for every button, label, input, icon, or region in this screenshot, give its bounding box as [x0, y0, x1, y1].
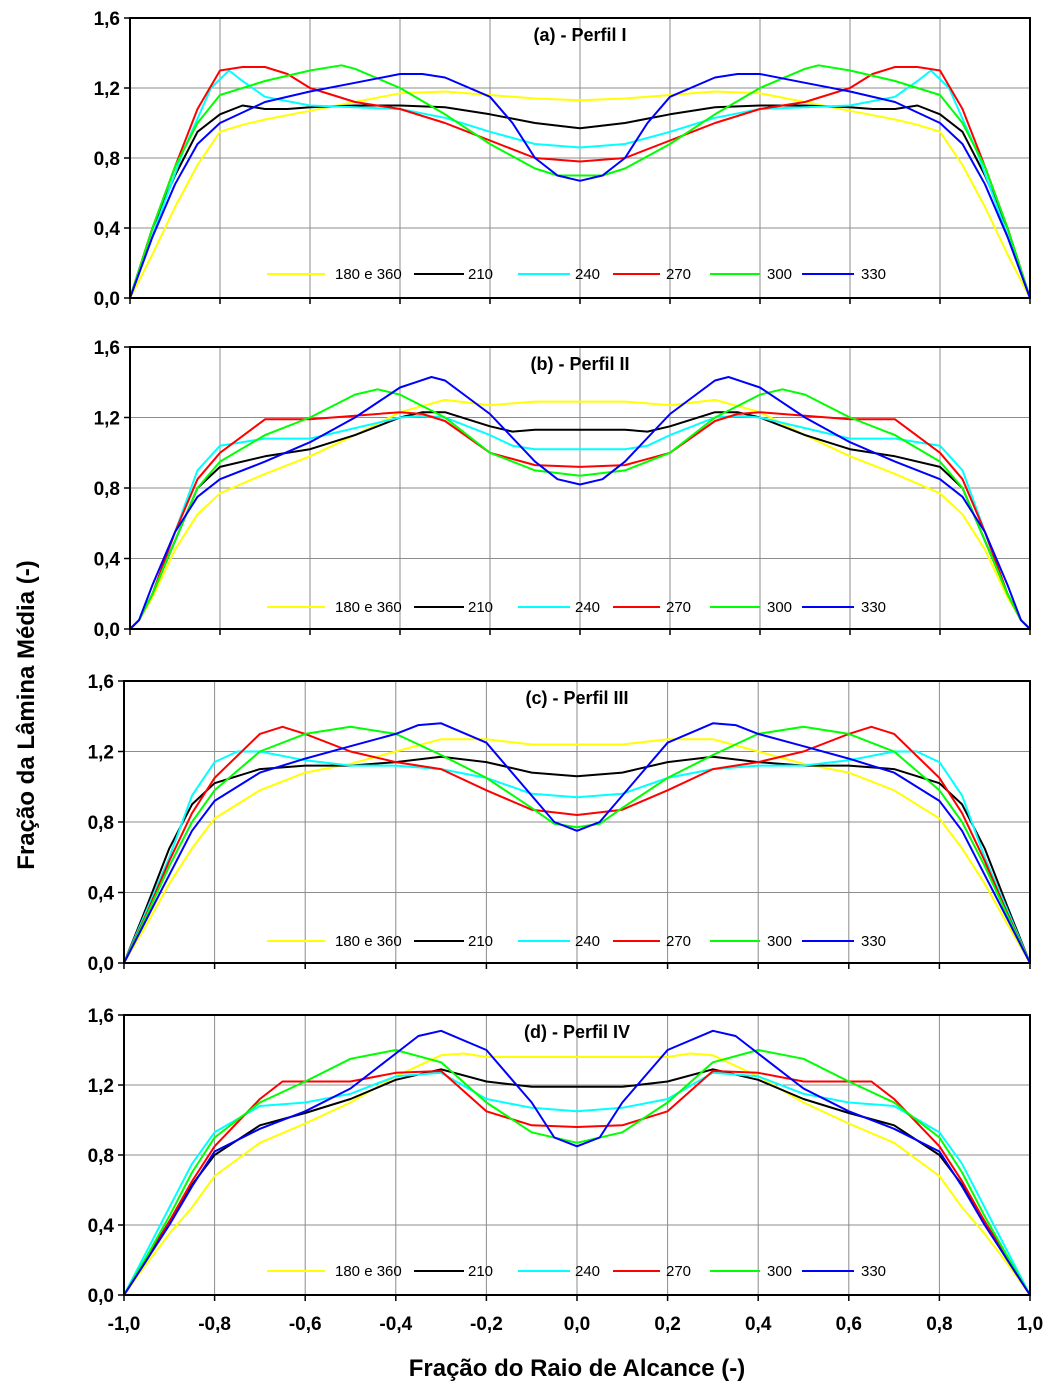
legend-label-240: 240 — [575, 599, 600, 616]
panel-title-2: (b) - Perfil II — [531, 354, 630, 374]
legend-label-330: 330 — [861, 1263, 886, 1280]
x-tick-label: -0,6 — [289, 1314, 322, 1335]
legend-3: 180 e 360 210 240 270 300 330 — [267, 933, 886, 950]
legend-label-210: 210 — [468, 933, 493, 950]
y-tick-label: 0,0 — [88, 954, 114, 975]
legend-label-180-e-360: 180 e 360 — [335, 266, 402, 283]
legend-label-180-e-360: 180 e 360 — [335, 933, 402, 950]
panel-title-4: (d) - Perfil IV — [524, 1022, 630, 1042]
legend-2: 180 e 360 210 240 270 300 330 — [267, 599, 886, 616]
series-line-330 — [123, 722, 1031, 964]
x-tick-label: -0,2 — [470, 1314, 503, 1335]
series-line-180-e-360 — [129, 90, 1031, 299]
series-line-240 — [123, 1071, 1031, 1296]
x-tick-label: -0,4 — [379, 1314, 412, 1335]
legend-label-210: 210 — [468, 599, 493, 616]
legend-label-330: 330 — [861, 266, 886, 283]
y-tick-label: 1,2 — [94, 79, 120, 100]
series-line-300 — [123, 725, 1031, 964]
series-line-180-e-360 — [123, 1052, 1031, 1296]
y-tick-label: 0,4 — [88, 1216, 115, 1237]
legend-label-300: 300 — [767, 599, 792, 616]
y-tick-label: 0,0 — [94, 620, 120, 641]
y-tick-label: 1,6 — [88, 1006, 114, 1027]
series-line-270 — [129, 66, 1031, 299]
series-line-240 — [129, 414, 1031, 630]
x-tick-label: 0,4 — [745, 1314, 772, 1335]
y-tick-label: 1,6 — [94, 338, 120, 359]
legend-label-270: 270 — [666, 1263, 691, 1280]
series-line-210 — [129, 411, 1031, 630]
y-tick-label: 0,0 — [94, 289, 120, 310]
y-tick-label: 0,8 — [94, 149, 120, 170]
legend-label-330: 330 — [861, 599, 886, 616]
legend-4: 180 e 360 210 240 270 300 330 — [267, 1263, 886, 1280]
x-axis-title: Fração do Raio de Alcance (-) — [409, 1355, 746, 1382]
legend-label-210: 210 — [468, 1263, 493, 1280]
legend-label-240: 240 — [575, 266, 600, 283]
series-line-330 — [129, 376, 1031, 630]
x-tick-label: 0,2 — [654, 1314, 680, 1335]
y-tick-label: 1,2 — [88, 1076, 114, 1097]
y-tick-label: 0,8 — [88, 1146, 114, 1167]
series-line-240 — [123, 750, 1031, 964]
panel-title-3: (c) - Perfil III — [525, 688, 628, 708]
x-tick-label: -1,0 — [108, 1314, 141, 1335]
y-tick-label: 0,4 — [94, 219, 121, 240]
x-tick-label: 1,0 — [1017, 1314, 1043, 1335]
y-tick-label: 0,4 — [94, 550, 121, 571]
series-line-210 — [123, 1068, 1031, 1296]
series-line-180-e-360 — [123, 738, 1031, 964]
series-line-210 — [129, 104, 1031, 299]
y-tick-label: 0,8 — [94, 479, 120, 500]
legend-label-270: 270 — [666, 266, 691, 283]
y-tick-label: 1,2 — [88, 743, 114, 764]
legend-label-180-e-360: 180 e 360 — [335, 1263, 402, 1280]
legend-label-330: 330 — [861, 933, 886, 950]
y-axis-title: Fração da Lâmina Média (-) — [13, 560, 40, 869]
legend-label-300: 300 — [767, 933, 792, 950]
legend-label-300: 300 — [767, 1263, 792, 1280]
series-line-300 — [129, 388, 1031, 630]
legend-label-180-e-360: 180 e 360 — [335, 599, 402, 616]
series-line-210 — [123, 755, 1031, 964]
x-tick-label: 0,8 — [926, 1314, 952, 1335]
panels: 180 e 360 210 240 270 300 330 0,0 0,4 0,8 1,2 1,6 (… — [88, 9, 1044, 1335]
y-tick-label: 0,4 — [88, 884, 115, 905]
panel-4: 180 e 360 210 240 270 300 330 0,0 0,4 0,8 1,2 1,6 -… — [88, 1006, 1044, 1335]
series-line-270 — [129, 411, 1031, 630]
panel-3: 180 e 360 210 240 270 300 330 0,0 0,4 0,8 1,2 1,6 (… — [88, 672, 1031, 975]
legend-label-240: 240 — [575, 933, 600, 950]
series-line-180-e-360 — [129, 398, 1031, 630]
y-tick-label: 1,6 — [94, 9, 120, 30]
legend-label-270: 270 — [666, 599, 691, 616]
series-line-330 — [129, 73, 1031, 299]
x-tick-label: 0,6 — [836, 1314, 862, 1335]
series-line-300 — [129, 64, 1031, 299]
series-line-270 — [123, 725, 1031, 964]
panel-2: 180 e 360 210 240 270 300 330 0,0 0,4 0,8 1,2 1,6 (… — [94, 338, 1031, 641]
y-tick-label: 1,2 — [94, 409, 120, 430]
legend-label-240: 240 — [575, 1263, 600, 1280]
series-line-270 — [123, 1070, 1031, 1296]
x-tick-label: 0,0 — [564, 1314, 590, 1335]
legend-label-210: 210 — [468, 266, 493, 283]
legend-label-270: 270 — [666, 933, 691, 950]
panel-1: 180 e 360 210 240 270 300 330 0,0 0,4 0,8 1,2 1,6 (… — [94, 9, 1031, 310]
legend-label-300: 300 — [767, 266, 792, 283]
series-line-330 — [123, 1029, 1031, 1296]
series-line-300 — [123, 1049, 1031, 1296]
y-tick-label: 1,6 — [88, 672, 114, 693]
y-tick-label: 0,8 — [88, 813, 114, 834]
panel-title-1: (a) - Perfil I — [533, 25, 626, 45]
series-line-240 — [129, 69, 1031, 299]
y-tick-label: 0,0 — [88, 1286, 114, 1307]
legend-1: 180 e 360 210 240 270 300 330 — [267, 266, 886, 283]
x-tick-label: -0,8 — [198, 1314, 231, 1335]
